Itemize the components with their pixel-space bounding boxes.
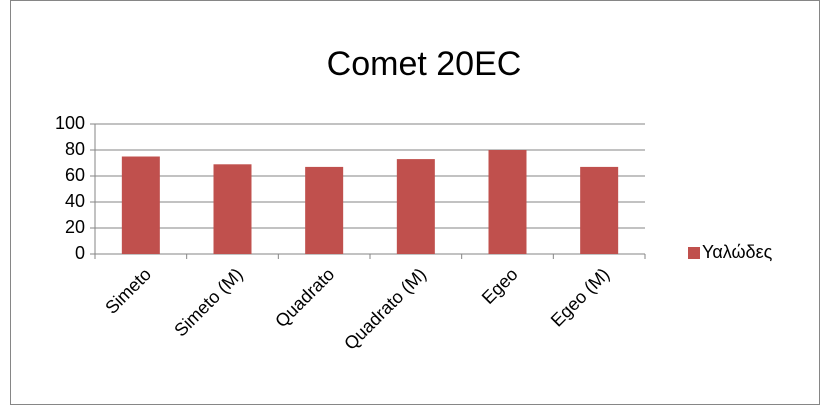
y-tick-label: 0	[75, 243, 85, 263]
bar	[121, 156, 160, 254]
y-tick-label: 100	[55, 113, 85, 133]
bar	[396, 159, 435, 254]
y-tick-label: 80	[65, 139, 85, 159]
bar	[488, 150, 527, 254]
y-tick-label: 40	[65, 191, 85, 211]
legend-swatch	[688, 247, 700, 259]
chart-title: Comet 20EC	[327, 45, 522, 83]
bar	[305, 166, 344, 254]
bar	[580, 166, 619, 254]
y-tick-label: 20	[65, 217, 85, 237]
legend-label: Υαλώδες	[702, 242, 773, 262]
bar	[213, 164, 252, 254]
y-tick-label: 60	[65, 165, 85, 185]
